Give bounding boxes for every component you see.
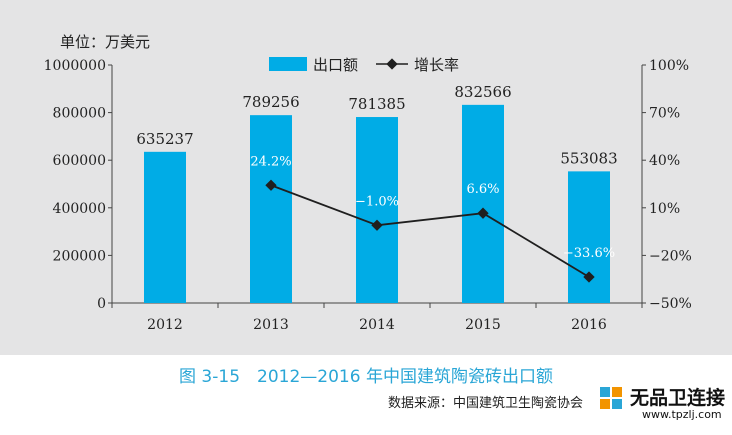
x-axis-tick-label: 2012 xyxy=(147,317,183,333)
legend: 出口额 增长率 xyxy=(269,56,459,74)
growth-rate-marker xyxy=(477,207,489,219)
right-axis-tick-label: 70% xyxy=(649,106,680,122)
bar xyxy=(356,117,398,304)
bar-value-label: 781385 xyxy=(348,95,405,113)
legend-bar-label: 出口额 xyxy=(313,56,358,74)
right-axis-tick-label: 10% xyxy=(649,201,680,217)
legend-line-label: 增长率 xyxy=(414,56,459,74)
plot-area: 0 200000 400000 600000 800000 1000000 −50% −20%… xyxy=(44,58,692,333)
growth-rate-label: 6.6% xyxy=(466,182,499,197)
watermark-logo-icon xyxy=(600,387,622,409)
source-note: 数据来源：中国建筑卫生陶瓷协会 xyxy=(388,396,584,411)
watermark-text: 无品卫连接 xyxy=(630,387,726,409)
growth-rate-label: −1.0% xyxy=(355,194,399,209)
growth-rate-marker xyxy=(583,271,595,283)
bar-value-label: 553083 xyxy=(560,149,617,167)
x-axis-tick-label: 2016 xyxy=(571,317,607,333)
chart-svg: 单位：万美元 出口额 增长率 0 200000 400000 600000 800000… xyxy=(44,33,692,333)
legend-bar-swatch xyxy=(269,57,307,71)
x-axis-tick-label: 2014 xyxy=(359,317,395,333)
bar xyxy=(462,104,504,303)
watermark-url: www.tpzlj.com xyxy=(642,408,722,421)
left-axis-tick-label: 0 xyxy=(97,296,106,312)
chart-area: 单位：万美元 出口额 增长率 0 200000 400000 600000 800000… xyxy=(0,0,732,355)
bar xyxy=(568,171,610,303)
left-axis-tick-label: 200000 xyxy=(53,248,106,264)
growth-rate-marker xyxy=(265,179,277,191)
bar-value-label: 832566 xyxy=(454,83,511,101)
figure-title: 图 3-15 2012—2016 年中国建筑陶瓷砖出口额 xyxy=(179,367,553,387)
caption-area: 图 3-15 2012—2016 年中国建筑陶瓷砖出口额 数据来源：中国建筑卫生… xyxy=(0,355,732,435)
left-axis-tick-label: 400000 xyxy=(53,201,106,217)
right-axis-tick-label: 100% xyxy=(649,58,689,74)
legend-line-marker xyxy=(386,58,398,70)
growth-rate-marker xyxy=(371,219,383,231)
x-axis-tick-label: 2015 xyxy=(465,317,501,333)
right-axis-tick-label: −50% xyxy=(649,296,692,312)
bar xyxy=(144,151,186,303)
right-axis-tick-label: −20% xyxy=(649,248,692,264)
x-axis-tick-label: 2013 xyxy=(253,317,289,333)
growth-rate-line xyxy=(270,184,590,278)
left-axis-tick-label: 1000000 xyxy=(44,58,106,74)
bar-value-label: 635237 xyxy=(136,130,193,148)
growth-rate-label: −33.6% xyxy=(563,246,615,261)
growth-rate-label: 24.2% xyxy=(250,154,291,169)
left-axis-tick-label: 800000 xyxy=(53,106,106,122)
bar-value-label: 789256 xyxy=(242,93,299,111)
unit-label: 单位：万美元 xyxy=(60,33,150,51)
left-axis-tick-label: 600000 xyxy=(53,153,106,169)
bar xyxy=(250,115,292,303)
right-axis-tick-label: 40% xyxy=(649,153,680,169)
